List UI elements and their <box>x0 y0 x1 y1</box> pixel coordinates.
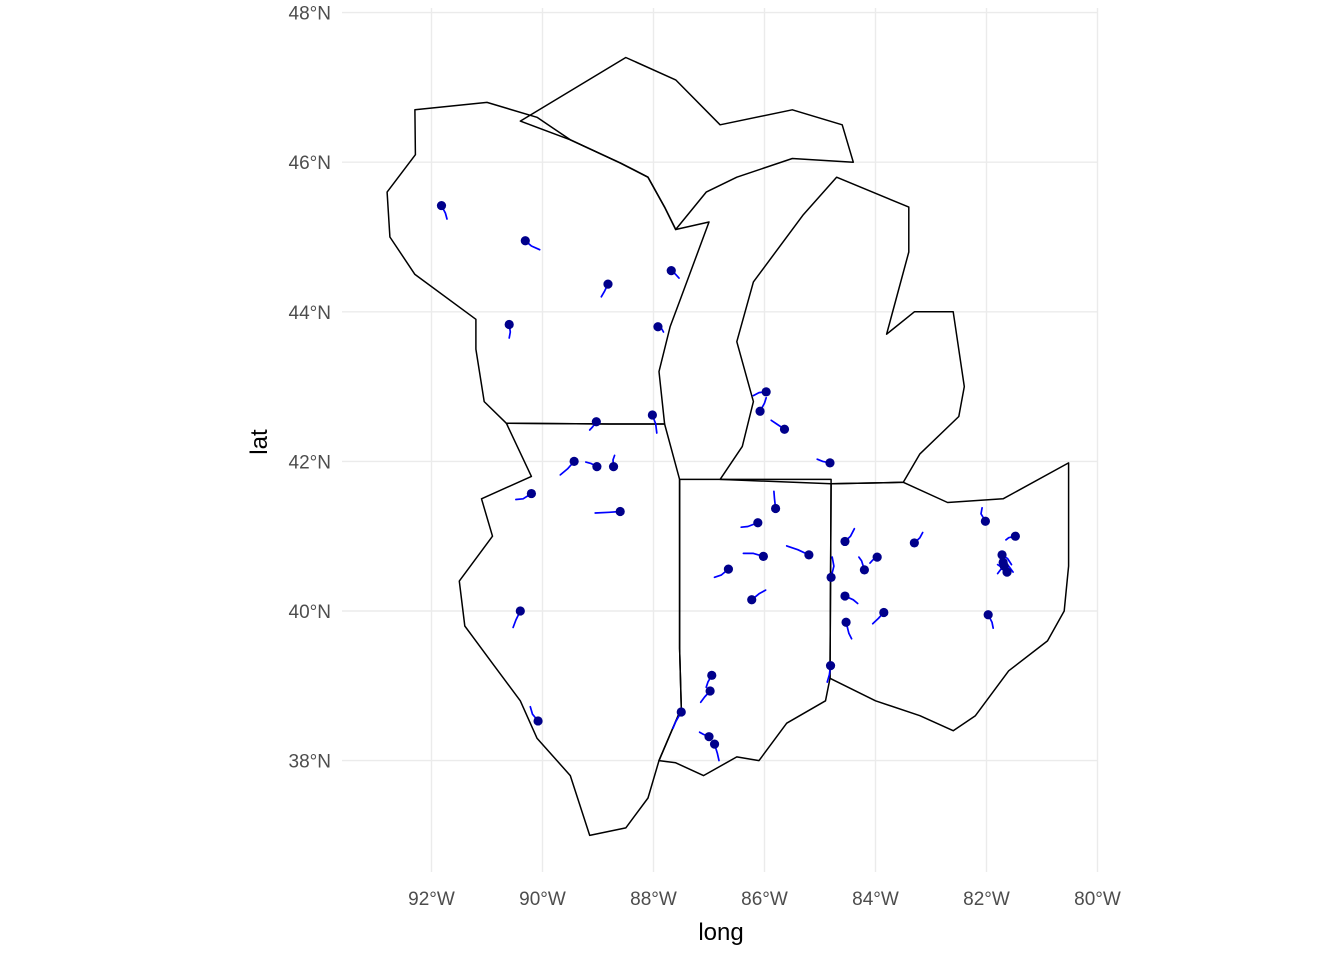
gauge-point <box>515 606 525 616</box>
gauge-point <box>723 564 734 574</box>
gauge-point <box>825 661 836 671</box>
x-tick-label: 88°W <box>630 889 677 910</box>
state-outline-michigan-lower-peninsula <box>719 176 966 485</box>
x-tick-label: 90°W <box>519 889 566 910</box>
y-tick-label: 46°N <box>289 153 331 174</box>
gauge-point <box>771 503 781 514</box>
gauge-point <box>591 417 601 427</box>
gauge-point <box>676 707 686 717</box>
gauge-point <box>859 565 870 575</box>
gauge-point <box>826 572 836 582</box>
gauge-point <box>840 591 850 601</box>
x-tick-label: 92°W <box>408 889 455 910</box>
gauge-point <box>841 617 851 627</box>
gauge-point <box>779 424 790 434</box>
gauge-point <box>603 279 613 289</box>
gauge-point <box>755 406 765 416</box>
gauge-point <box>1010 531 1020 541</box>
gauge-point <box>533 716 543 726</box>
gauge-point <box>909 538 919 548</box>
gauge-point <box>983 610 993 620</box>
grid-lines <box>342 8 1099 872</box>
gauge-point <box>653 322 663 332</box>
gauge-point <box>840 536 850 547</box>
gauge-point <box>569 456 579 466</box>
state-outline-michigan-upper-peninsula <box>519 56 855 231</box>
state-outline-indiana <box>658 478 832 777</box>
gauge-point <box>747 595 757 605</box>
river-segments <box>440 204 1017 762</box>
x-axis-tick-labels: 92°W 90°W 88°W 86°W 84°W 82°W 80°W <box>408 889 1121 910</box>
y-tick-label: 48°N <box>289 4 331 25</box>
gauge-point <box>520 236 530 246</box>
gauge-point <box>666 266 676 276</box>
y-tick-label: 44°N <box>289 303 331 324</box>
gauge-point <box>707 670 717 680</box>
gauge-point <box>758 551 768 561</box>
y-tick-label: 40°N <box>289 602 331 623</box>
y-tick-label: 38°N <box>289 752 331 773</box>
gauge-point <box>1002 567 1012 577</box>
gauge-point <box>526 488 537 499</box>
gauge-points <box>436 200 1020 749</box>
gauge-point <box>761 387 771 397</box>
x-tick-label: 82°W <box>963 889 1010 910</box>
state-outline-wisconsin <box>386 101 710 425</box>
gauge-point <box>872 552 882 562</box>
x-tick-label: 84°W <box>852 889 899 910</box>
y-axis-title: lat <box>246 429 273 455</box>
gauge-point <box>825 458 835 468</box>
x-tick-label: 80°W <box>1074 889 1121 910</box>
y-tick-label: 42°N <box>289 452 331 473</box>
x-tick-label: 86°W <box>741 889 788 910</box>
gauge-point <box>615 506 625 517</box>
gauge-point <box>709 739 720 749</box>
gauge-point <box>997 550 1007 560</box>
gauge-point <box>436 200 447 211</box>
gauge-point <box>592 462 602 472</box>
state-outline-illinois <box>458 422 683 837</box>
x-axis-title: long <box>698 919 743 946</box>
gauge-point <box>705 686 715 696</box>
gauge-point <box>753 518 763 528</box>
gauge-point <box>647 410 657 420</box>
gauge-point <box>608 462 619 472</box>
state-outline-ohio <box>829 462 1070 732</box>
gauge-point <box>804 550 814 560</box>
y-axis-tick-labels: 38°N 40°N 42°N 44°N 46°N 48°N <box>289 4 331 773</box>
state-boundaries <box>386 56 1070 837</box>
gauge-point <box>879 607 889 618</box>
gauge-point <box>980 516 990 526</box>
gauge-point <box>504 319 514 330</box>
gauge-point <box>704 732 714 742</box>
